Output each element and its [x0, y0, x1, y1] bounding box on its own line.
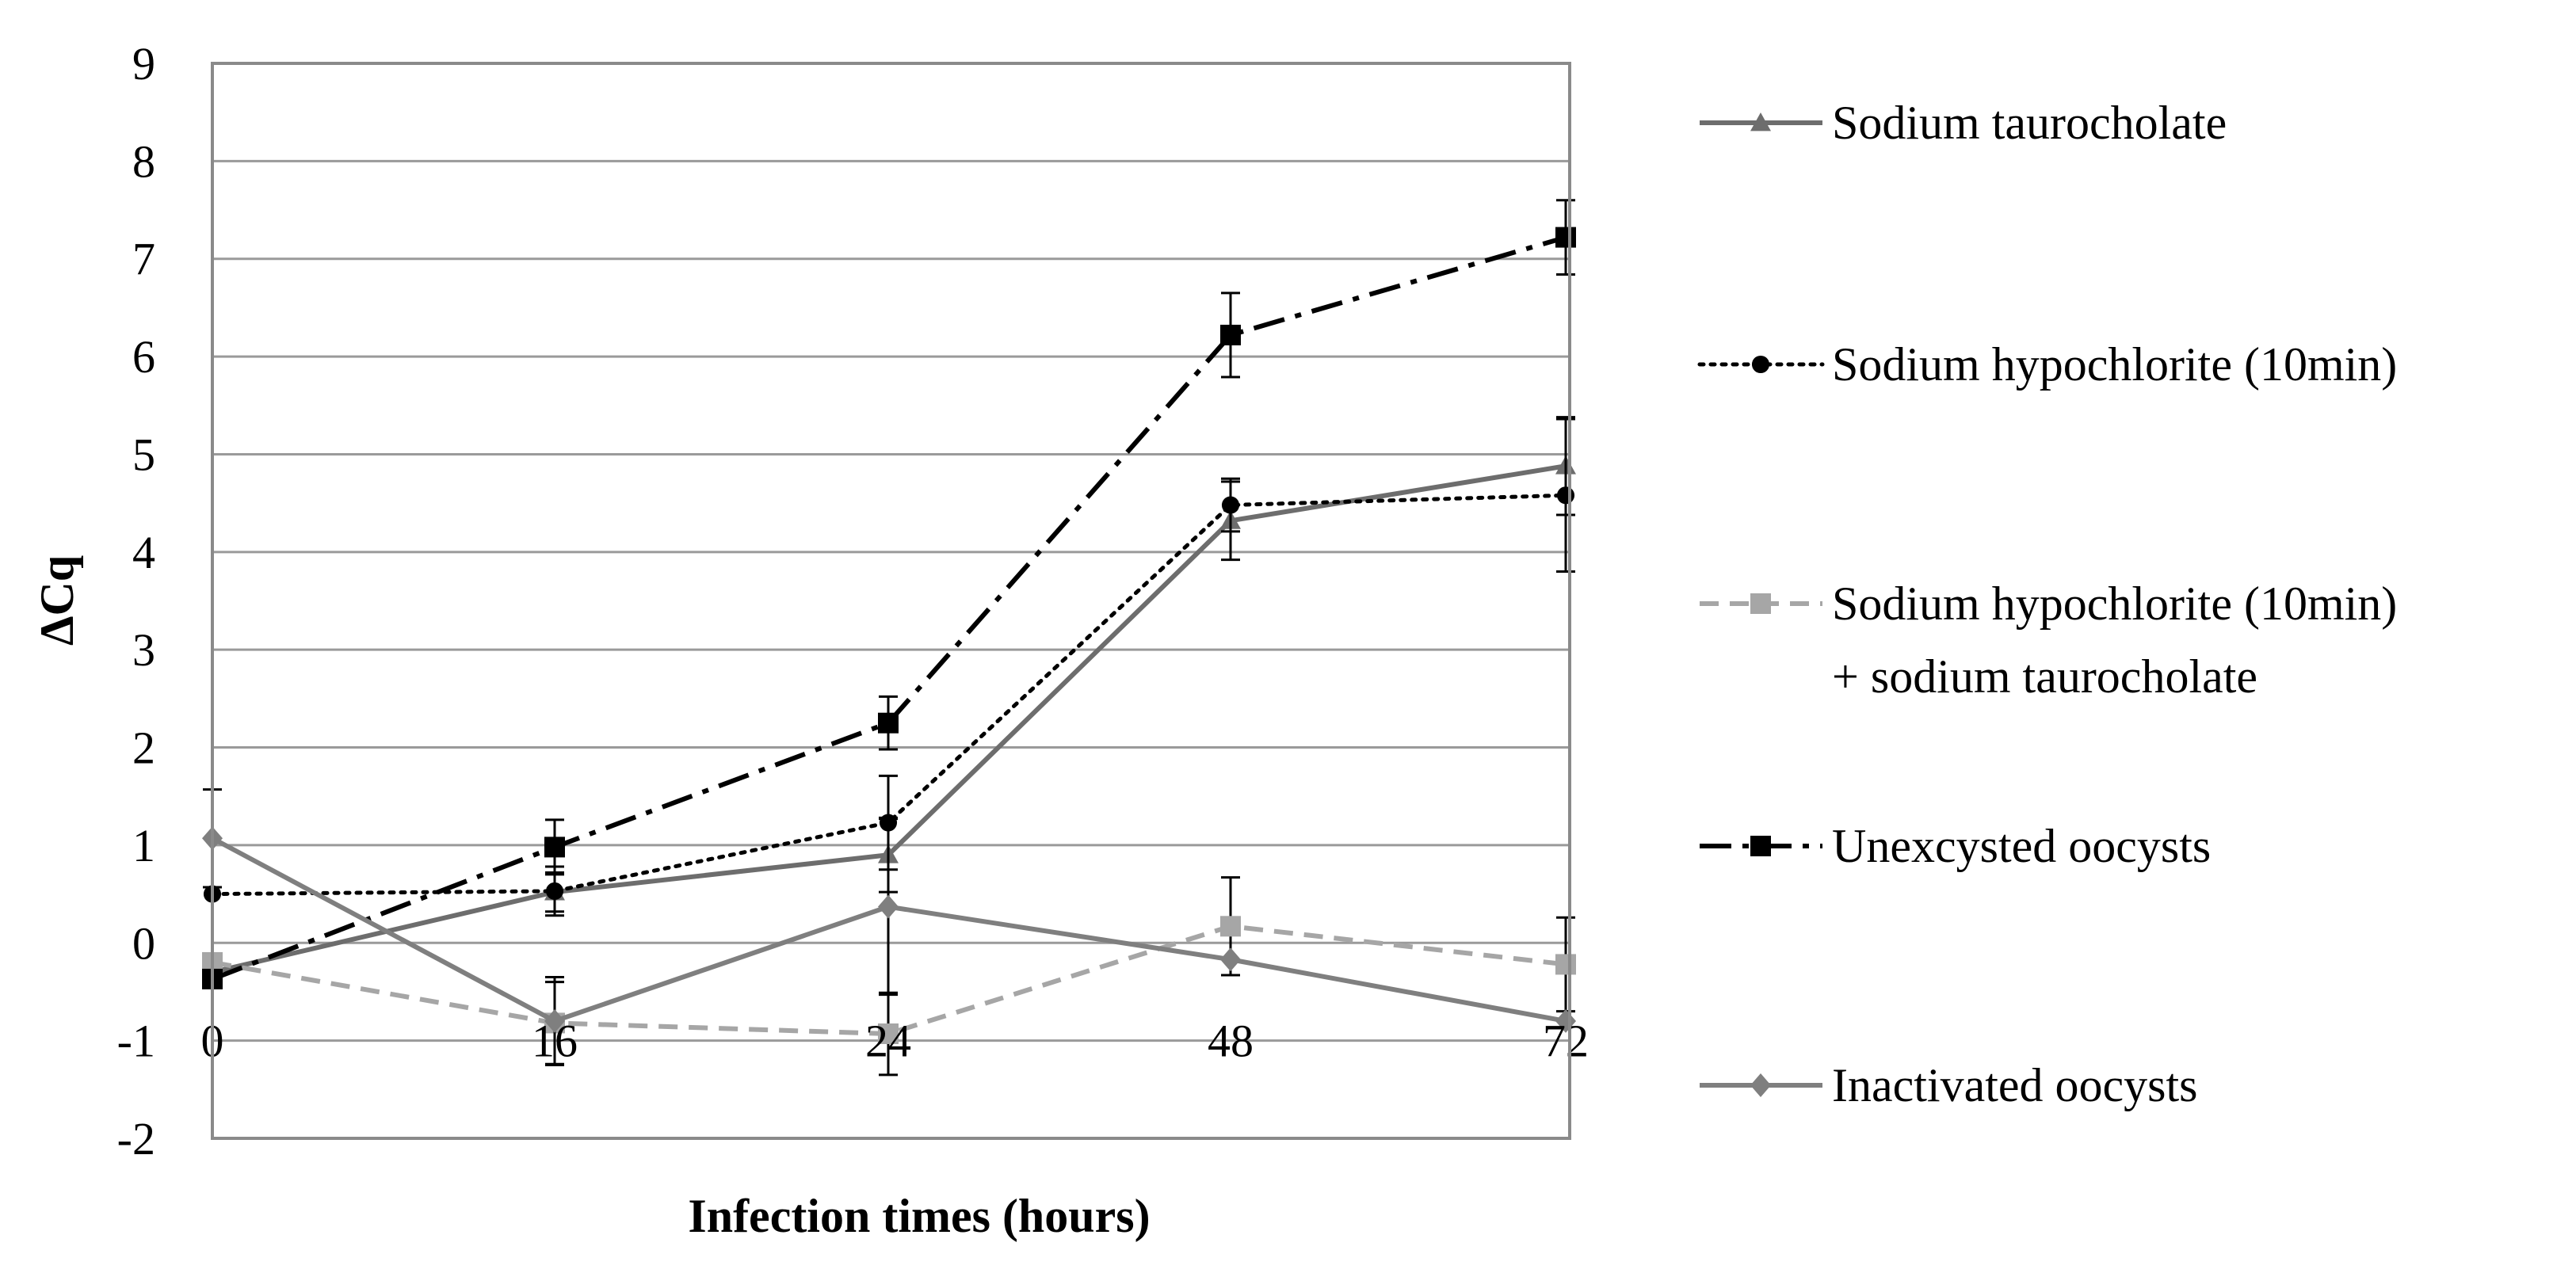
x-axis-title: Infection times (hours): [688, 1190, 1150, 1242]
y-tick-label: -2: [117, 1113, 155, 1164]
data-point: [1555, 227, 1576, 248]
y-tick-label: 2: [132, 722, 155, 774]
data-point: [1220, 916, 1241, 937]
legend-item: Inactivated oocysts: [1700, 1059, 2198, 1111]
data-point: [1221, 496, 1240, 514]
legend-swatch-marker: [1750, 836, 1771, 856]
y-tick-label: 7: [132, 234, 155, 285]
legend-label: Inactivated oocysts: [1832, 1059, 2198, 1111]
data-point: [1220, 947, 1241, 972]
legend-item: Unexcysted oocysts: [1700, 820, 2211, 872]
data-point: [1220, 324, 1241, 345]
legend-label: + sodium taurocholate: [1832, 650, 2257, 703]
x-axis-ticks: 0 16 24 48 72: [201, 1016, 1589, 1067]
gridlines: [212, 159, 1570, 1042]
y-tick-label: 1: [132, 820, 155, 871]
plot-frame: [211, 62, 1571, 1140]
series-4: [202, 199, 1576, 989]
y-tick-label: 3: [132, 624, 155, 676]
legend-swatch-marker: [1750, 1073, 1771, 1097]
legend-swatch-marker: [1750, 593, 1771, 614]
y-tick-label: 6: [132, 331, 155, 383]
data-point: [878, 894, 899, 919]
data-point: [545, 882, 564, 900]
legend-swatch-marker: [1751, 355, 1770, 374]
y-tick-label: 5: [132, 429, 155, 480]
y-tick-label: 4: [132, 527, 155, 578]
x-tick-label: 24: [865, 1016, 911, 1067]
legend-item: Sodium hypochlorite (10min) + sodium taur…: [1700, 577, 2397, 703]
legend-label: Sodium taurocholate: [1832, 97, 2227, 149]
data-point: [878, 712, 899, 734]
x-tick-label: 48: [1208, 1016, 1254, 1067]
data-point: [544, 1009, 565, 1033]
legend-item: Sodium taurocholate: [1700, 97, 2227, 149]
legend: Sodium taurocholate Sodium hypochlorite (…: [1697, 97, 2397, 1111]
legend-swatch-marker: [1750, 112, 1771, 131]
y-tick-label: -1: [117, 1016, 155, 1067]
y-tick-label: 8: [132, 135, 155, 187]
data-point: [1556, 486, 1575, 505]
y-tick-label: 9: [132, 38, 155, 90]
y-tick-label: 0: [132, 917, 155, 969]
y-axis-title: ΔCq: [31, 555, 83, 646]
data-point: [1555, 954, 1576, 975]
legend-item: Sodium hypochlorite (10min): [1697, 338, 2397, 391]
data-point: [544, 837, 565, 858]
legend-label: Unexcysted oocysts: [1832, 820, 2211, 872]
legend-label: Sodium hypochlorite (10min): [1832, 338, 2397, 391]
x-tick-label: 16: [532, 1016, 578, 1067]
x-tick-label: 72: [1543, 1016, 1589, 1067]
y-axis-ticks: -2 -1 0 1 2 3 4 5 6 7 8 9: [117, 38, 155, 1164]
data-point: [878, 1023, 899, 1045]
legend-label: Sodium hypochlorite (10min): [1832, 577, 2397, 630]
